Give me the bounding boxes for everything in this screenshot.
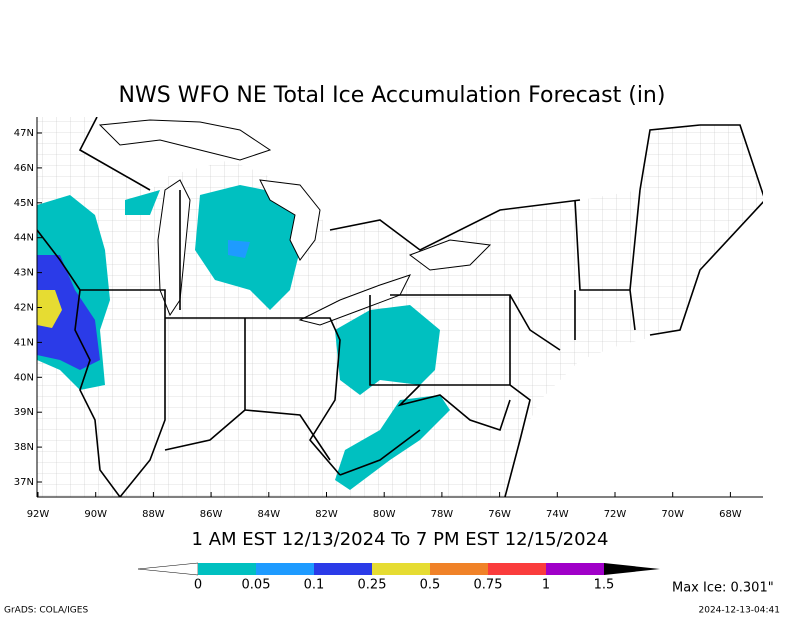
lat-label: 37N — [14, 477, 34, 488]
coast-ne — [639, 124, 763, 336]
colorbar-segment — [256, 563, 314, 575]
lon-label: 80W — [373, 509, 396, 520]
lon-label: 84W — [257, 509, 280, 520]
colorbar-segment — [488, 563, 546, 575]
colorbar-label: 1.5 — [594, 578, 615, 593]
colorbar-label: 0.1 — [304, 578, 325, 593]
lon-label: 90W — [84, 509, 107, 520]
lon-label: 74W — [546, 509, 569, 520]
lon-label: 78W — [431, 509, 454, 520]
colorbar-label: 1 — [542, 578, 550, 593]
map — [37, 117, 763, 497]
footer-right: 2024-12-13-04:41 — [699, 606, 781, 616]
valid-period: 1 AM EST 12/13/2024 To 7 PM EST 12/15/20… — [192, 529, 609, 550]
colorbar-label: 0.5 — [420, 578, 441, 593]
colorbar-segment — [430, 563, 488, 575]
colorbar-segment — [198, 563, 256, 575]
lake-ontario — [408, 239, 492, 271]
lake-erie — [298, 274, 411, 326]
lat-label: 46N — [14, 163, 34, 174]
lon-label: 88W — [142, 509, 165, 520]
lon-label: 92W — [27, 509, 50, 520]
colorbar-segment — [314, 563, 372, 575]
colorbar-segment — [372, 563, 430, 575]
lat-label: 40N — [14, 372, 34, 383]
max-ice: Max Ice: 0.301" — [672, 581, 774, 596]
lake-huron — [259, 179, 321, 261]
colorbar-above — [604, 563, 660, 575]
lat-label: 41N — [14, 337, 34, 348]
colorbar-label: 0.25 — [358, 578, 387, 593]
ice-areas — [37, 185, 450, 490]
footer-left: GrADS: COLA/IGES — [4, 606, 88, 616]
border — [329, 199, 581, 251]
lat-label: 43N — [14, 268, 34, 279]
colorbar-below — [137, 562, 199, 576]
lat-label: 44N — [14, 233, 34, 244]
lat-label: 39N — [14, 407, 34, 418]
lat-label: 38N — [14, 442, 34, 453]
lake-superior — [98, 119, 272, 161]
lon-label: 86W — [200, 509, 223, 520]
lon-label: 70W — [661, 509, 684, 520]
lat-label: 42N — [14, 303, 34, 314]
state-lines — [37, 117, 641, 497]
lat-label: 45N — [14, 198, 34, 209]
colorbar-label: 0.75 — [474, 578, 503, 593]
lon-label: 82W — [315, 509, 338, 520]
colorbar-label: 0.05 — [242, 578, 271, 593]
lon-label: 72W — [604, 509, 627, 520]
lon-label: 76W — [488, 509, 511, 520]
colorbar-segment — [546, 563, 604, 575]
colorbar-label: 0 — [194, 578, 202, 593]
title: NWS WFO NE Total Ice Accumulation Foreca… — [119, 83, 666, 108]
lon-label: 68W — [719, 509, 742, 520]
lat-label: 47N — [14, 128, 34, 139]
